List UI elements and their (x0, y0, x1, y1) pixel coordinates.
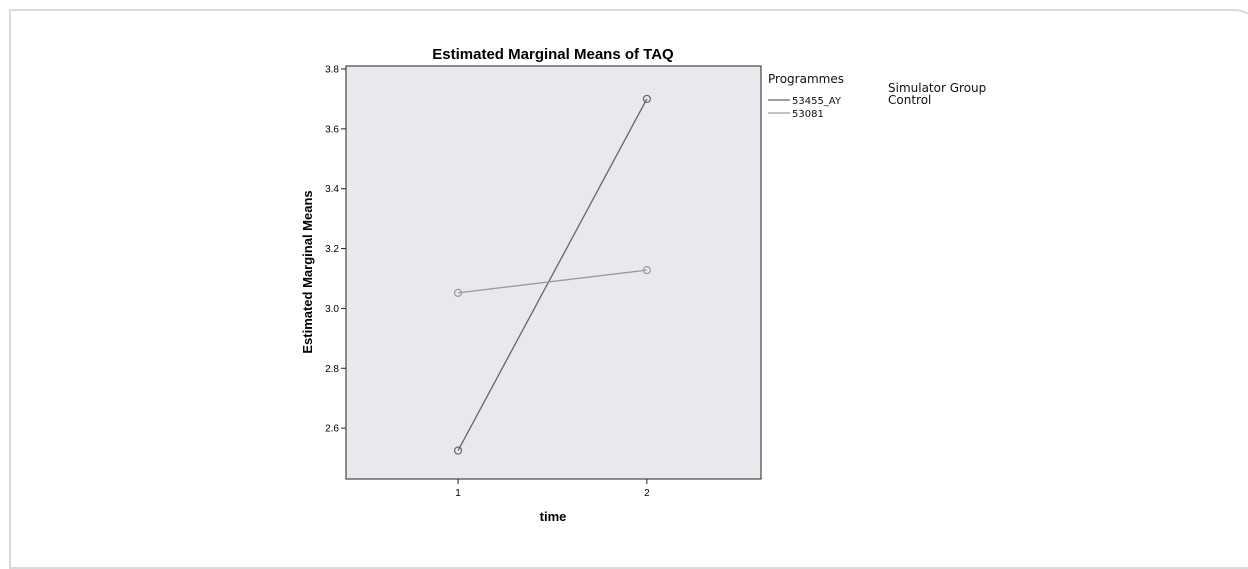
y-tick-label: 2.6 (325, 424, 339, 435)
data-point (642, 266, 651, 275)
series-line-2 (457, 269, 647, 294)
legend-title: Programmes (768, 72, 844, 86)
x-tick-label: 2 (644, 488, 650, 499)
series-line-1 (457, 98, 648, 451)
legend: Programmes 53455_AY 53081 Simulator Grou… (768, 72, 986, 120)
chart-title: Estimated Marginal Means of TAQ (432, 46, 674, 63)
y-tick-label: 3.8 (325, 64, 339, 75)
marginal-means-chart: Estimated Marginal Means of TAQ 2.6 2.8 3.… (300, 46, 986, 524)
y-axis: 2.6 2.8 3.0 3.2 3.4 3.6 3.8 (325, 64, 346, 435)
legend-annotation-control: Control (888, 93, 931, 107)
series-layer (453, 94, 651, 455)
x-axis-label: time (540, 509, 567, 524)
legend-entry-series-1: 53455_AY (792, 96, 842, 107)
y-tick-label: 3.2 (325, 244, 339, 255)
y-tick-label: 2.8 (325, 364, 339, 375)
y-tick-label: 3.4 (325, 184, 339, 195)
data-point (453, 288, 463, 297)
y-tick-label: 3.0 (325, 304, 339, 315)
y-tick-label: 3.6 (325, 124, 339, 135)
legend-entry-series-2: 53081 (792, 109, 824, 120)
legend-annotation-simulator: Simulator Group (888, 81, 986, 95)
data-point (642, 94, 651, 104)
data-point (453, 446, 463, 455)
y-axis-label: Estimated Marginal Means (300, 190, 315, 353)
x-tick-label: 1 (455, 488, 461, 499)
